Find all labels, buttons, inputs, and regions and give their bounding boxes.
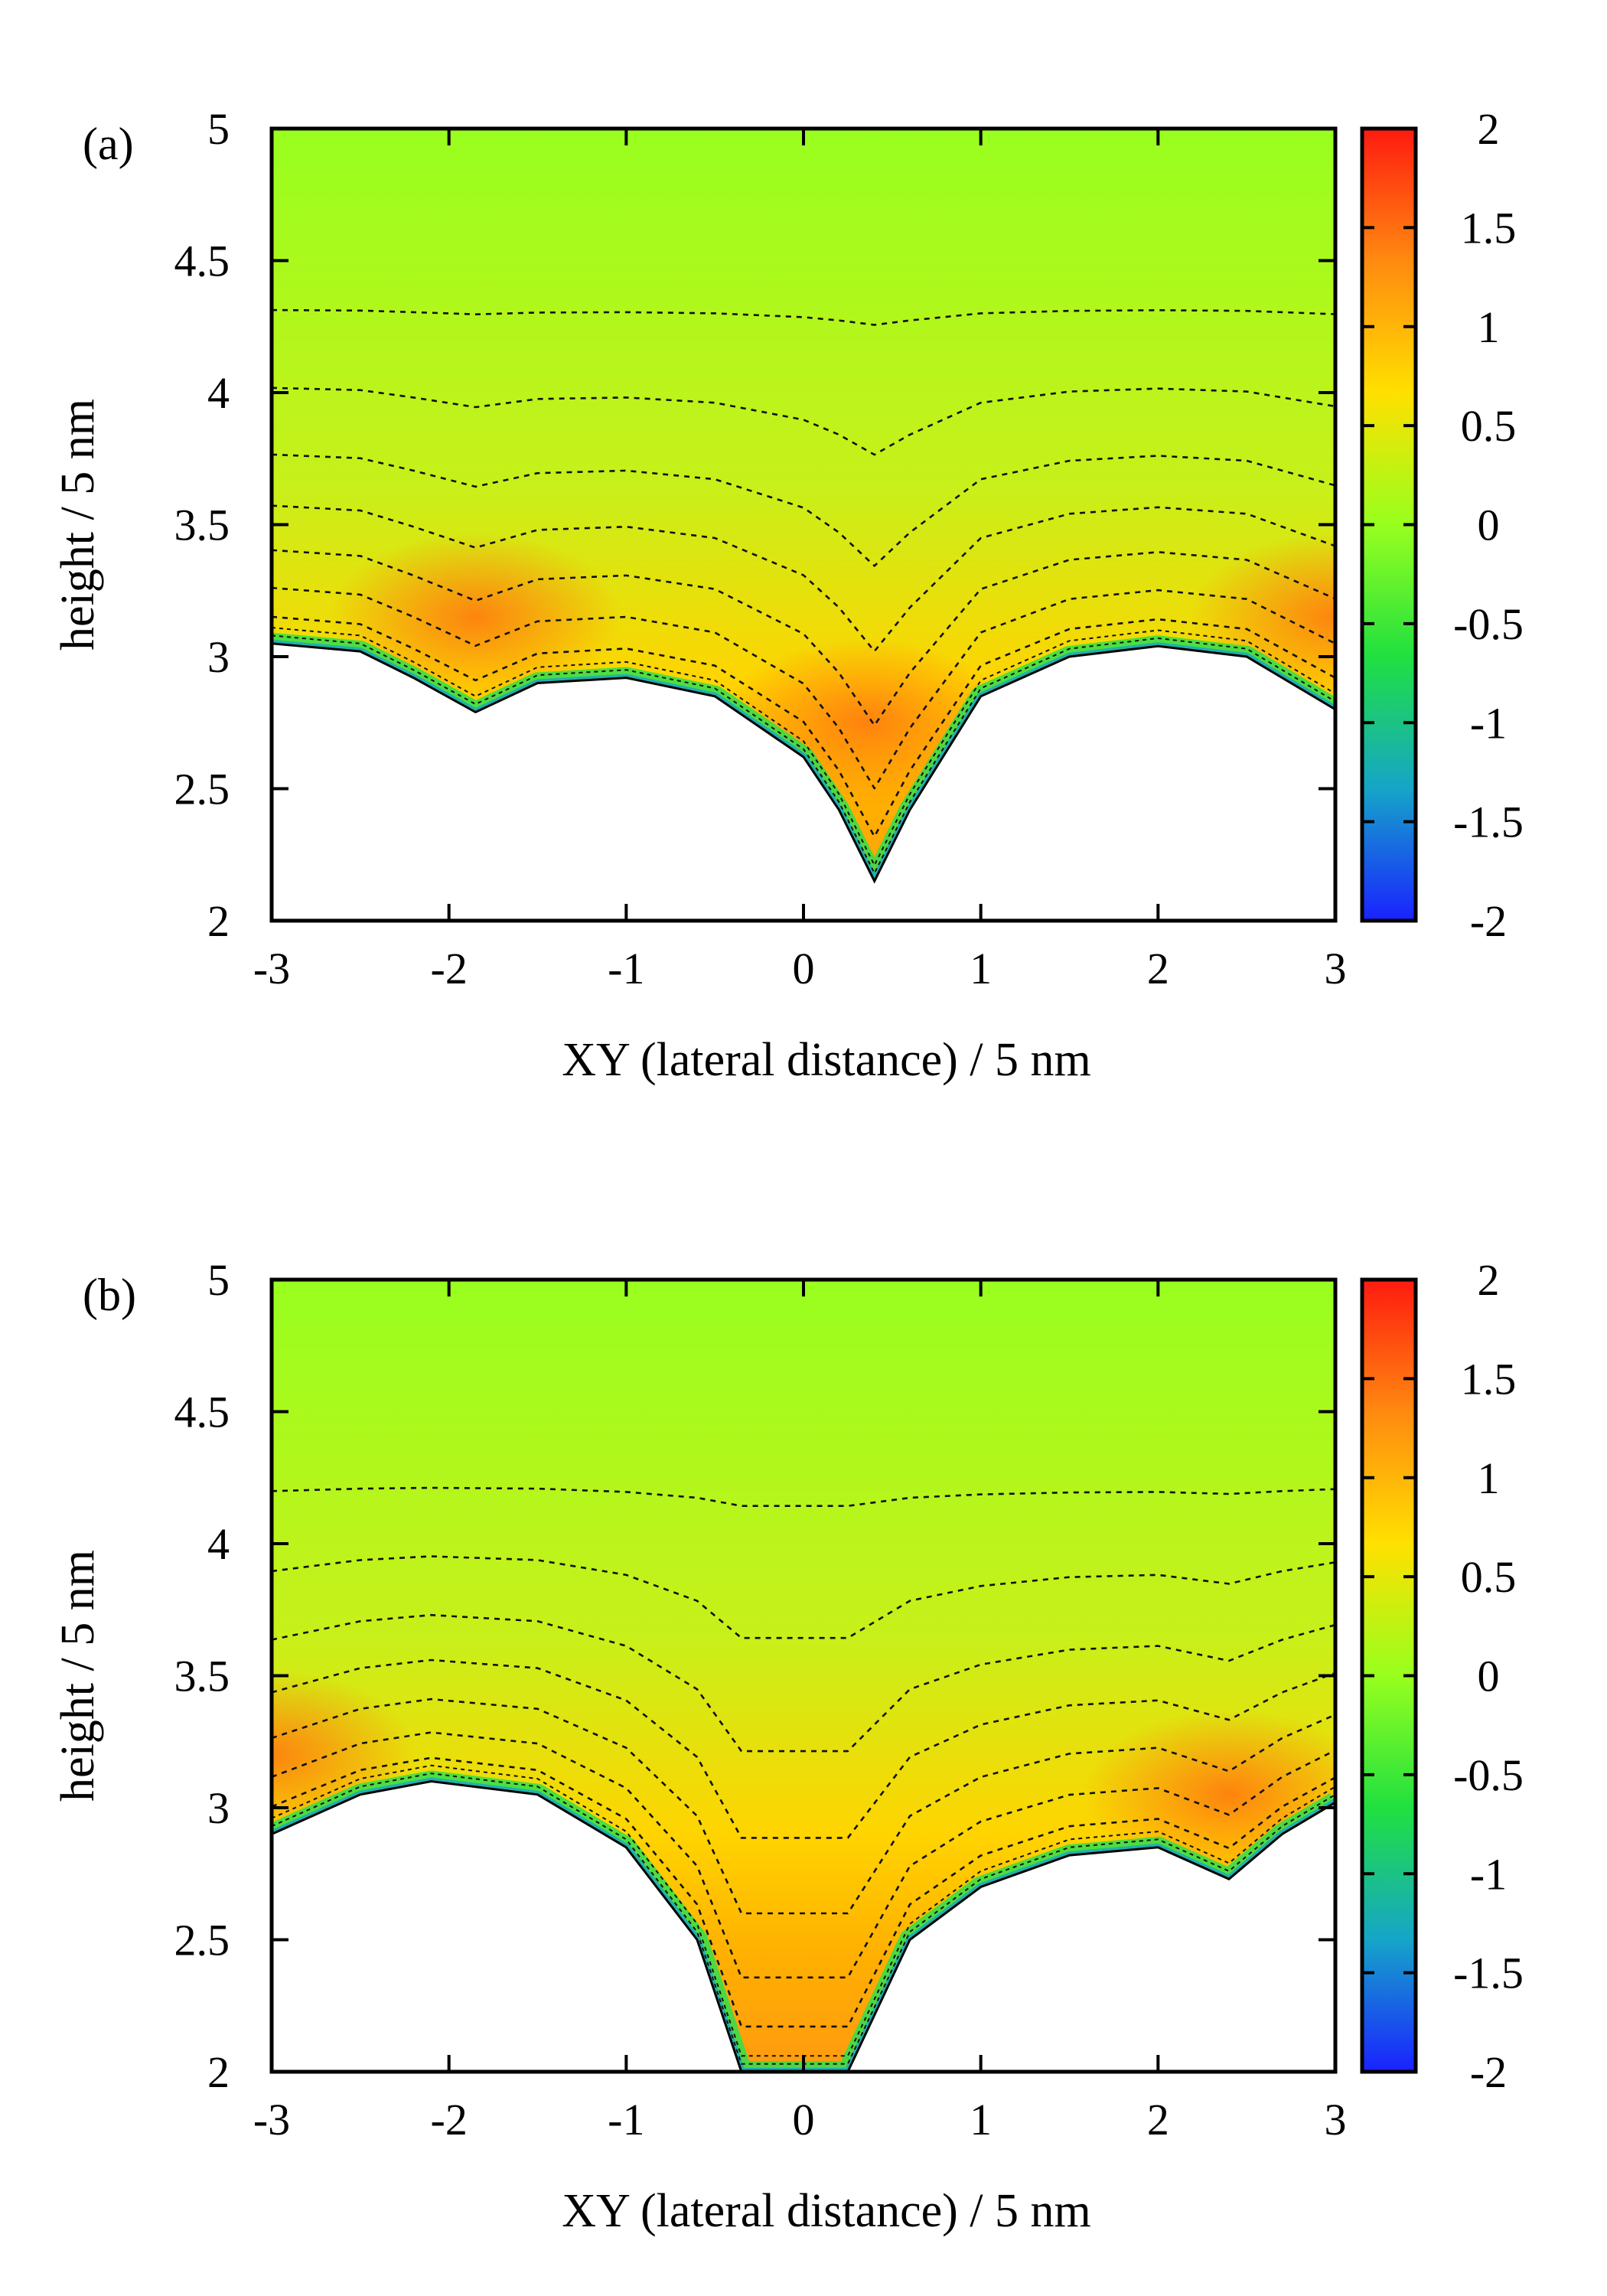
excluded-region [272, 1781, 1335, 2072]
excluded-region [272, 643, 1335, 921]
colorbar-tick-label: -1 [1470, 698, 1507, 748]
x-tick-label: 0 [793, 2095, 815, 2144]
surface-outline [272, 1779, 1335, 2072]
colorbar-tick-label: 0.5 [1461, 1552, 1517, 1602]
y-tick-label: 4 [207, 1519, 230, 1569]
colorbar-tick-label: -2 [1470, 896, 1507, 946]
colorbar-tick-label: -2 [1470, 2047, 1507, 2097]
surface-outline [272, 642, 1335, 884]
y-tick-label: 4.5 [174, 1388, 230, 1437]
contour-line [272, 1486, 1335, 1507]
x-tick-label: 3 [1325, 944, 1347, 993]
heatmap-field [272, 129, 1335, 921]
contour-line [272, 1764, 1335, 2057]
x-tick-label: -3 [253, 2095, 290, 2144]
x-tick-label: -1 [608, 2095, 644, 2144]
x-axis-label: XY (lateral distance) / 5 nm [562, 1034, 1091, 1086]
colorbar-tick-label: 0 [1478, 1652, 1500, 1701]
panel-a: -3 -2 -1 0 1 2 3 2 2.5 3 3.5 4 4.5 5 XY (lateral dista… [52, 104, 1524, 1086]
x-axis-label: XY (lateral distance) / 5 nm [562, 2185, 1091, 2237]
y-tick-label: 5 [207, 1255, 230, 1305]
colorbar-tick-label: 1.5 [1461, 1354, 1517, 1404]
colorbar-tick-label: 0 [1478, 501, 1500, 550]
colorbar-tick-label: -1.5 [1453, 1949, 1524, 1998]
x-tick-label: -1 [608, 944, 644, 993]
contour-line [272, 1756, 1335, 2028]
contour-line [272, 1613, 1335, 1753]
x-tick-label: -2 [431, 2095, 468, 2144]
x-tick-label: 2 [1147, 944, 1169, 993]
contour-line [272, 1555, 1335, 1639]
colorbar: -2 -1.5 -1 -0.5 0 0.5 1 1.5 2 [1360, 104, 1524, 946]
colorbar-tick-label: 2 [1478, 104, 1500, 154]
contour-line [272, 549, 1335, 727]
heatmap-field [272, 1280, 1335, 2072]
colorbar-tick-label: -0.5 [1453, 1750, 1524, 1800]
contour-line [272, 453, 1335, 567]
contour-line [272, 1658, 1335, 1839]
colorbar-tick-label: 2 [1478, 1255, 1500, 1305]
contour-line [272, 634, 1335, 876]
colorbar-tick-label: -1.5 [1453, 797, 1524, 847]
contour-line [272, 615, 1335, 838]
colorbar: -2 -1.5 -1 -0.5 0 0.5 1 1.5 2 [1360, 1255, 1524, 2097]
x-tick-label: 2 [1147, 2095, 1169, 2144]
x-tick-label: -2 [431, 944, 468, 993]
panel-label: (b) [83, 1270, 136, 1320]
y-tick-label: 3.5 [174, 1652, 230, 1701]
colorbar-tick-label: -1 [1470, 1849, 1507, 1899]
x-tick-label: -3 [253, 944, 290, 993]
y-axis-label: height / 5 nm [52, 1550, 104, 1802]
y-tick-label: 3 [207, 632, 230, 682]
x-tick-label: 1 [970, 2095, 992, 2144]
y-tick-label: 3 [207, 1783, 230, 1833]
y-tick-label: 3.5 [174, 501, 230, 550]
y-tick-label: 4 [207, 368, 230, 418]
colorbar-tick-label: 0.5 [1461, 401, 1517, 451]
y-tick-label: 2 [207, 896, 230, 946]
y-tick-label: 4.5 [174, 236, 230, 286]
y-tick-label: 5 [207, 104, 230, 154]
contour-line [272, 1773, 1335, 2065]
contour-line [272, 586, 1335, 790]
maximum-spot [330, 533, 621, 702]
colorbar-tick-label: 1 [1478, 302, 1500, 352]
x-tick-label: 3 [1325, 2095, 1347, 2144]
contour-line [272, 1698, 1335, 1915]
x-tick-label: 0 [793, 944, 815, 993]
y-tick-label: 2.5 [174, 1916, 230, 1965]
y-tick-label: 2 [207, 2047, 230, 2097]
panel-label: (a) [83, 119, 134, 169]
x-tick-label: 1 [970, 944, 992, 993]
panel-b: -3 -2 -1 0 1 2 3 2 2.5 3 3.5 4 4.5 5 XY (lateral dista… [52, 1255, 1524, 2237]
colorbar-tick-label: 1 [1478, 1453, 1500, 1503]
contour-line [272, 386, 1335, 456]
colorbar-tick-label: 1.5 [1461, 203, 1517, 253]
contour-line [272, 308, 1335, 326]
y-tick-label: 2.5 [174, 765, 230, 814]
contour-line [272, 504, 1335, 653]
y-axis-label: height / 5 nm [52, 399, 104, 651]
colorbar-tick-label: -0.5 [1453, 599, 1524, 649]
contour-line [272, 627, 1335, 867]
